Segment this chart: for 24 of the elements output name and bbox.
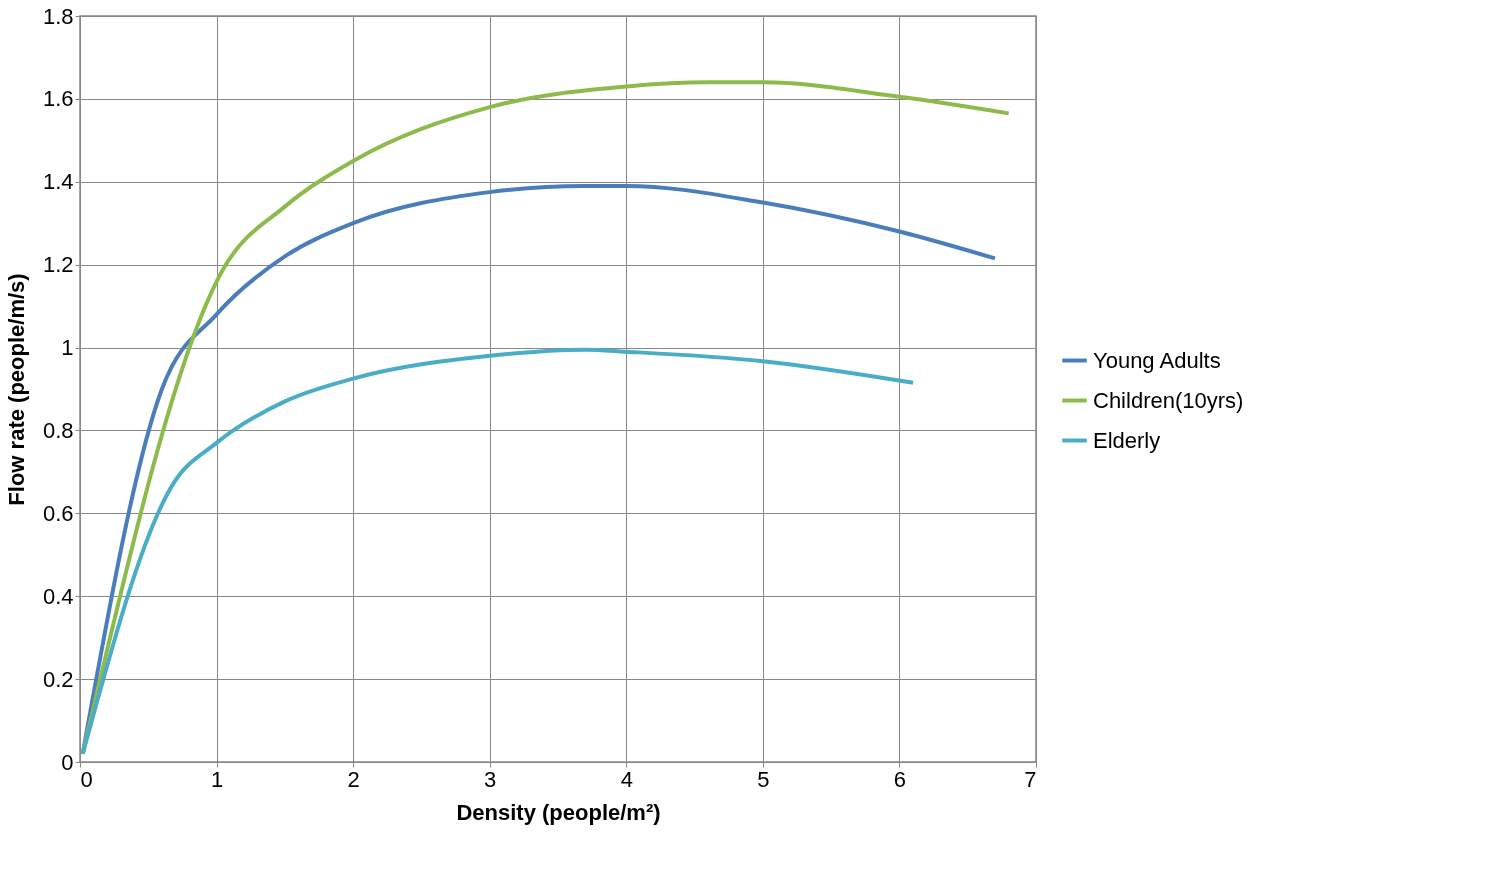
legend-label: Children(10yrs) (1093, 387, 1244, 413)
x-tick-label: 2 (347, 766, 360, 792)
x-axis-title: Density (people/m²) (456, 799, 661, 825)
y-tick-label: 1.4 (42, 169, 74, 195)
x-tick-label: 4 (620, 766, 633, 792)
y-tick-label: 0.8 (42, 417, 74, 443)
x-tick-label: 3 (484, 766, 497, 792)
x-tick-label: 0 (80, 766, 93, 792)
legend-label: Young Adults (1093, 347, 1221, 373)
y-tick-label: 1.6 (42, 86, 74, 112)
y-tick-label: 0.4 (42, 583, 74, 609)
legend-label: Elderly (1093, 427, 1161, 453)
x-tick-label: 1 (210, 766, 224, 792)
y-tick-label: 1 (61, 335, 74, 361)
y-tick-label: 0 (61, 749, 74, 775)
x-tick-label: 5 (757, 766, 770, 792)
x-tick-label: 7 (1024, 766, 1037, 792)
line-series (80, 347, 916, 756)
y-tick-label: 0.2 (42, 666, 74, 692)
y-tick-label: 1.2 (42, 252, 74, 278)
y-tick-label: 1.8 (42, 3, 74, 29)
y-axis-title: Flow rate (people/m/s) (3, 273, 29, 506)
y-tick-label: 0.6 (42, 500, 74, 526)
x-tick-label: 6 (893, 766, 907, 792)
